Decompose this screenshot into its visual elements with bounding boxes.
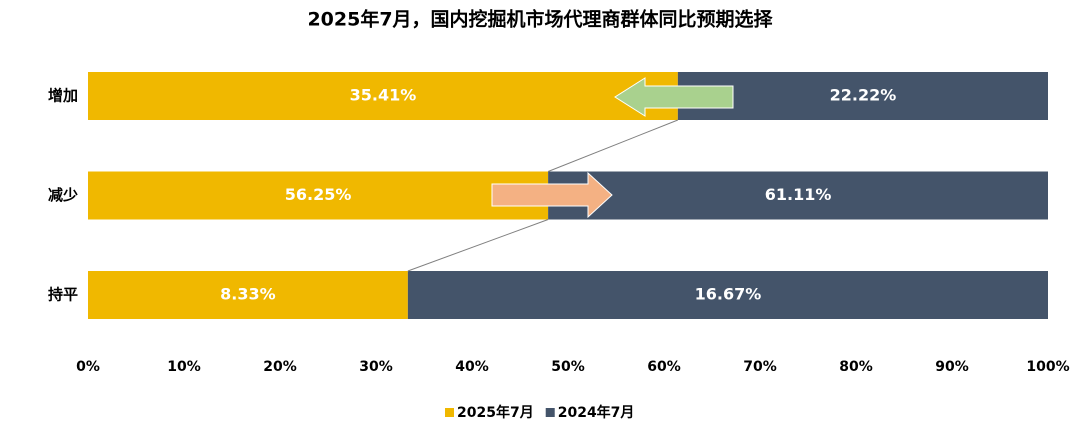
x-tick-label: 100% — [1026, 359, 1069, 375]
bar — [548, 171, 1048, 220]
value-label: 22.22% — [830, 86, 897, 105]
y-tick-label: 持平 — [48, 286, 78, 304]
x-tick-label: 0% — [76, 359, 100, 375]
legend-label: 2025年7月 — [457, 404, 534, 421]
x-tick-label: 50% — [551, 359, 585, 375]
x-tick-label: 80% — [839, 359, 873, 375]
series-connector — [547, 119, 679, 172]
legend-label: 2024年7月 — [558, 404, 635, 421]
x-tick-label: 20% — [263, 359, 297, 375]
value-label: 61.11% — [765, 185, 832, 204]
value-label: 56.25% — [285, 185, 352, 204]
legend-swatch — [545, 408, 555, 417]
x-tick-label: 60% — [647, 359, 681, 375]
chart-title: 2025年7月，国内挖掘机市场代理商群体同比预期选择 — [307, 8, 773, 31]
y-tick-label: 减少 — [48, 186, 78, 204]
value-label: 8.33% — [220, 285, 276, 304]
bar — [407, 271, 1048, 319]
legend-swatch — [445, 408, 454, 417]
x-tick-label: 90% — [935, 359, 969, 375]
decrease-arrow-left — [614, 77, 734, 117]
bar — [677, 72, 1048, 120]
x-tick-label: 30% — [359, 359, 393, 375]
bar — [88, 171, 549, 220]
series-connector — [407, 219, 549, 272]
x-tick-label: 40% — [455, 359, 489, 375]
bar — [88, 72, 678, 120]
increase-arrow-right — [491, 171, 613, 219]
value-label: 35.41% — [350, 86, 417, 105]
x-tick-label: 70% — [743, 359, 777, 375]
x-tick-label: 10% — [167, 359, 201, 375]
bar — [88, 271, 408, 319]
y-tick-label: 增加 — [48, 87, 78, 105]
value-label: 16.67% — [695, 285, 762, 304]
